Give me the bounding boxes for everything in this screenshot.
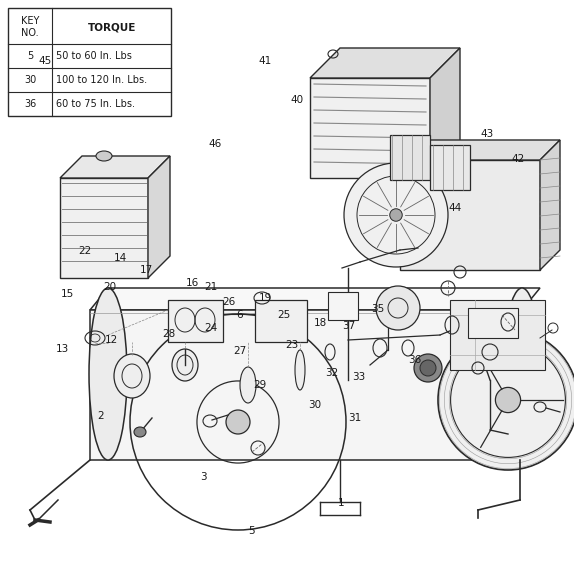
Polygon shape (450, 300, 545, 370)
Ellipse shape (226, 410, 250, 434)
Text: 35: 35 (371, 304, 385, 314)
Text: 3: 3 (200, 472, 207, 482)
Ellipse shape (344, 163, 448, 267)
Text: 16: 16 (185, 278, 199, 288)
Text: 22: 22 (78, 246, 92, 256)
Text: 23: 23 (285, 340, 298, 350)
Text: 37: 37 (342, 321, 356, 331)
Text: 21: 21 (204, 281, 218, 292)
Text: 15: 15 (61, 289, 75, 299)
Ellipse shape (134, 427, 146, 437)
Text: 13: 13 (55, 343, 69, 354)
Text: 45: 45 (38, 56, 52, 66)
Ellipse shape (376, 286, 420, 330)
Text: 31: 31 (348, 413, 362, 424)
Polygon shape (400, 160, 540, 270)
Text: 43: 43 (480, 129, 494, 139)
Text: 6: 6 (236, 310, 243, 320)
Text: 32: 32 (325, 368, 339, 378)
Text: 14: 14 (114, 253, 127, 263)
Ellipse shape (172, 349, 198, 381)
Polygon shape (60, 178, 148, 278)
Text: 100 to 120 In. Lbs.: 100 to 120 In. Lbs. (56, 75, 147, 85)
Text: 60 to 75 In. Lbs.: 60 to 75 In. Lbs. (56, 99, 135, 109)
Text: 26: 26 (222, 297, 235, 307)
Bar (168, 300, 223, 342)
Text: 36: 36 (408, 355, 421, 365)
Text: 46: 46 (208, 139, 222, 149)
Text: 28: 28 (162, 329, 176, 339)
Text: 17: 17 (139, 265, 153, 275)
Ellipse shape (240, 367, 256, 403)
Text: KEY: KEY (21, 16, 39, 26)
Polygon shape (430, 145, 470, 190)
Text: 29: 29 (253, 380, 266, 390)
Ellipse shape (96, 151, 112, 161)
Text: 44: 44 (448, 202, 461, 213)
Text: 30: 30 (24, 75, 36, 85)
Ellipse shape (420, 360, 436, 376)
Polygon shape (540, 140, 560, 270)
Text: 40: 40 (291, 95, 304, 105)
Ellipse shape (390, 209, 402, 221)
Polygon shape (60, 156, 170, 178)
Text: 1: 1 (338, 498, 345, 508)
Ellipse shape (414, 354, 442, 382)
Polygon shape (390, 135, 430, 180)
Text: 33: 33 (352, 372, 366, 382)
Text: 18: 18 (313, 318, 327, 328)
Polygon shape (90, 288, 540, 310)
Polygon shape (148, 156, 170, 278)
Ellipse shape (495, 387, 521, 413)
Text: 50 to 60 In. Lbs: 50 to 60 In. Lbs (56, 51, 132, 61)
Bar (328, 292, 358, 320)
Ellipse shape (438, 330, 574, 470)
Text: NO.: NO. (21, 28, 39, 38)
Text: 24: 24 (204, 323, 218, 333)
Text: 19: 19 (258, 293, 272, 303)
Text: 12: 12 (105, 334, 119, 345)
Text: 41: 41 (258, 56, 272, 66)
Text: TORQUE: TORQUE (88, 22, 136, 32)
Text: 25: 25 (277, 310, 291, 320)
Ellipse shape (295, 350, 305, 390)
Text: 30: 30 (308, 400, 321, 410)
Ellipse shape (89, 288, 127, 460)
Bar (468, 308, 518, 338)
Polygon shape (430, 48, 460, 178)
Ellipse shape (114, 354, 150, 398)
Text: 5: 5 (248, 526, 255, 536)
Polygon shape (310, 48, 460, 78)
Text: 5: 5 (27, 51, 33, 61)
Polygon shape (90, 310, 522, 460)
Text: 27: 27 (233, 346, 247, 356)
Polygon shape (400, 140, 560, 160)
Text: 2: 2 (97, 411, 104, 421)
Text: 42: 42 (511, 154, 525, 164)
Polygon shape (310, 78, 430, 178)
Bar (255, 300, 307, 342)
Text: 36: 36 (24, 99, 36, 109)
Text: 20: 20 (104, 281, 117, 292)
Bar (8, 8, 171, 116)
Ellipse shape (503, 288, 541, 460)
